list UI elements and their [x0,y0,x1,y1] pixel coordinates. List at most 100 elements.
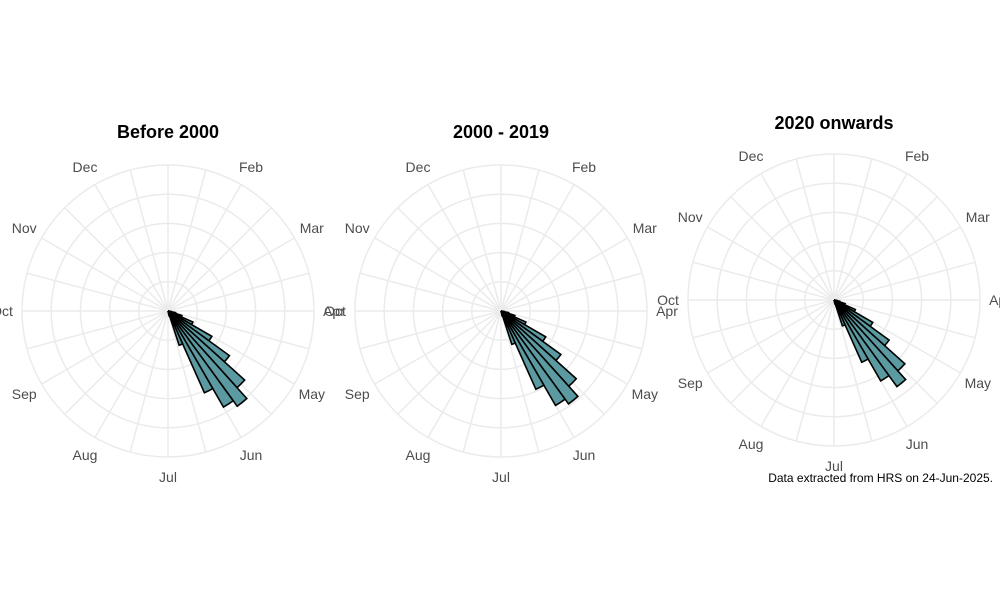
grid-spoke [359,272,502,312]
month-label-mar: Mar [966,209,990,225]
bar-jun-1 [833,299,870,364]
bar-jun-1 [500,310,545,391]
grid-spoke [833,299,976,339]
grid-spoke [730,196,835,301]
month-label-sep: Sep [678,375,703,391]
grid-spoke [730,299,835,404]
grid-spoke [167,237,295,312]
caption: Data extracted from HRS on 24-Jun-2025. [768,471,993,485]
bar-may-5 [500,310,567,407]
grid-spoke [500,310,540,453]
grid-spoke [500,169,540,312]
month-label-jun: Jun [906,436,929,452]
grid-spoke [64,207,169,312]
grid-spoke [833,196,938,301]
grid-spoke [167,207,272,312]
month-label-nov: Nov [678,209,703,225]
bar-jun-3 [833,299,837,305]
month-label-jul: Jul [825,458,843,474]
grid-spoke [129,169,169,312]
bar-jun-2 [833,299,847,327]
month-label-feb: Feb [572,159,596,175]
grid-spoke [167,310,310,350]
grid-spoke [833,261,976,301]
month-label-nov: Nov [345,220,370,236]
month-label-nov: Nov [12,220,37,236]
month-label-may: May [632,386,658,402]
grid-spoke [167,272,310,312]
month-label-jul: Jul [492,469,510,485]
polar-chart-2: Feb Mar Apr May Jun Jul Aug Sep Oct Nov Dec 2000 - … [324,122,678,485]
bar-may-5 [833,299,891,383]
month-label-oct: Oct [657,292,679,308]
month-label-dec: Dec [739,148,764,164]
month-label-sep: Sep [345,386,370,402]
bar-may-4 [833,299,907,388]
grid-spoke [374,237,502,312]
grid-spoke [26,272,169,312]
grid-spoke [500,184,575,312]
month-label-aug: Aug [406,447,431,463]
charts-layer: Feb Mar Apr May Jun Jul Aug Sep Oct Nov Dec Before … [0,113,1000,485]
month-label-oct: Oct [0,303,13,319]
grid-spoke [427,184,502,312]
month-label-mar: Mar [300,220,324,236]
grid-spoke [359,310,502,350]
chart-title: 2020 onwards [774,113,893,133]
bar-jun-2 [500,310,517,346]
bar-may-4 [500,310,579,406]
grid-spoke [64,310,169,415]
grid-spoke [795,299,835,442]
grid-spoke [760,173,835,301]
bar-jun-2 [167,310,184,347]
grid-spoke [760,299,835,427]
month-label-aug: Aug [739,436,764,452]
grid-spoke [374,310,502,385]
month-label-dec: Dec [73,159,98,175]
month-label-dec: Dec [406,159,431,175]
grid-spoke [94,184,169,312]
month-label-apr: Apr [323,303,345,319]
grid-spoke [41,310,169,385]
chart-title: Before 2000 [117,122,219,142]
grid-spoke [833,226,961,301]
bar-jun-3 [167,310,171,317]
grid-spoke [26,310,169,350]
bar-jun-1 [167,310,214,394]
polar-chart-3: Feb Mar Apr May Jun Jul Aug Sep Oct Nov Dec 2020 on… [657,113,1000,474]
grid-spoke [41,237,169,312]
grid-spoke [833,299,873,442]
month-label-aug: Aug [73,447,98,463]
grid-spoke [833,158,873,301]
grid-spoke [167,310,207,453]
grid-spoke [167,184,242,312]
month-label-apr: Apr [989,292,1000,308]
month-label-may: May [965,375,991,391]
grid-spoke [707,226,835,301]
month-label-jul: Jul [159,469,177,485]
bar-jun-3 [500,310,504,317]
month-label-mar: Mar [633,220,657,236]
grid-spoke [167,169,207,312]
month-label-feb: Feb [239,159,263,175]
chart-title: 2000 - 2019 [453,122,549,142]
bar-may-5 [167,310,235,409]
month-label-apr: Apr [656,303,678,319]
grid-spoke [94,310,169,438]
grid-spoke [500,237,628,312]
grid-spoke [500,272,643,312]
month-label-oct: Oct [324,303,346,319]
grid-spoke [427,310,502,438]
grid-spoke [397,310,502,415]
grid-spoke [707,299,835,374]
grid-spoke [500,310,643,350]
month-label-jun: Jun [240,447,263,463]
month-label-feb: Feb [905,148,929,164]
grid-spoke [795,158,835,301]
month-label-sep: Sep [12,386,37,402]
grid-spoke [129,310,169,453]
grid-spoke [462,169,502,312]
bar-may-4 [167,310,248,408]
grid-spoke [500,207,605,312]
grid-spoke [833,173,908,301]
